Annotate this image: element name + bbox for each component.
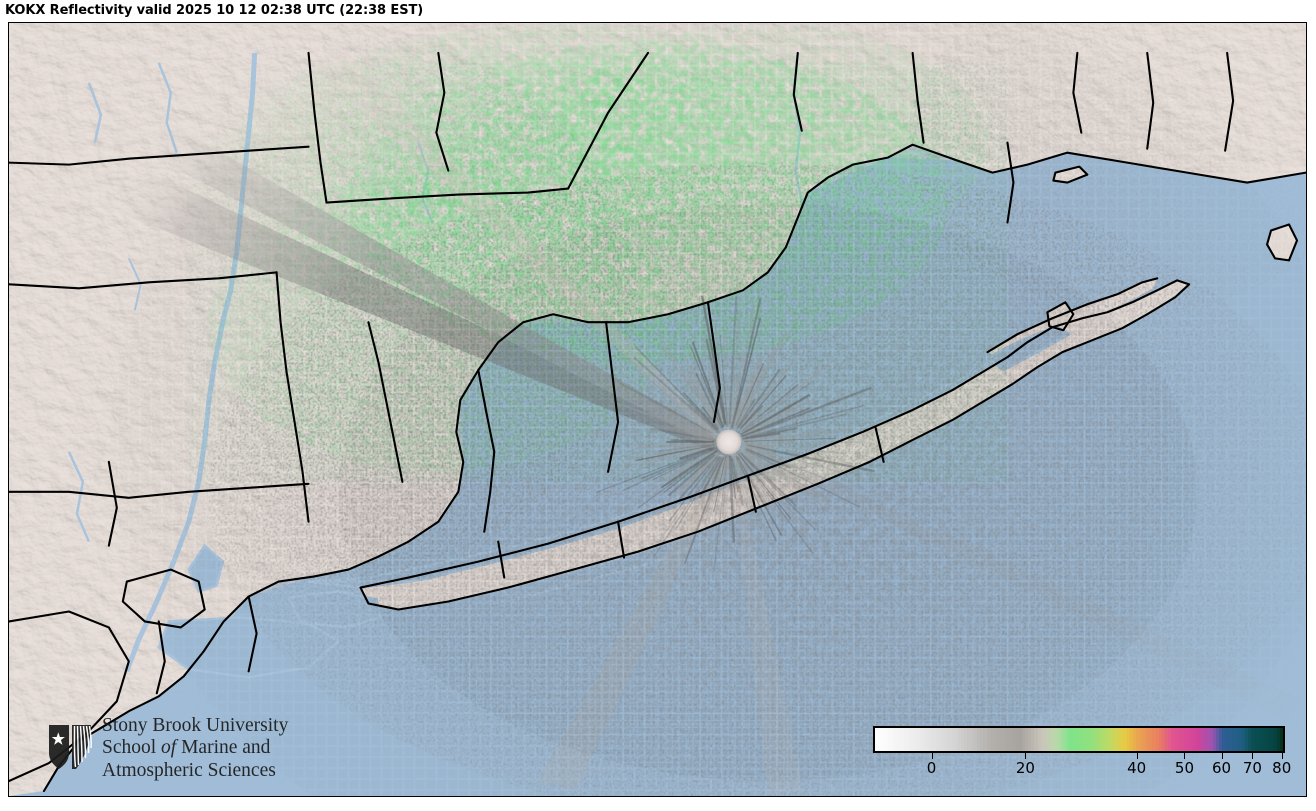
radar-echo-layer (9, 23, 1306, 796)
radar-map-canvas (9, 23, 1306, 796)
colorbar-tick-label: 20 (1016, 759, 1035, 777)
colorbar-tick-label: 40 (1127, 759, 1146, 777)
page-title: KOKX Reflectivity valid 2025 10 12 02:38… (0, 0, 1316, 22)
reflectivity-colorbar: 0 20 40 50 60 70 80 (873, 726, 1293, 792)
colorbar-segment (1280, 728, 1283, 751)
colorbar-tick-label: 70 (1243, 759, 1262, 777)
colorbar-tick-labels: 0 20 40 50 60 70 80 (873, 759, 1285, 781)
radar-image-page: KOKX Reflectivity valid 2025 10 12 02:38… (0, 0, 1316, 811)
colorbar-gradient (873, 726, 1285, 753)
colorbar-tick-label: 0 (927, 759, 937, 777)
radar-site-marker (717, 430, 741, 454)
colorbar-tick-label: 50 (1175, 759, 1194, 777)
radar-map-frame[interactable]: Stony Brook University School of Marine … (8, 22, 1307, 797)
colorbar-strip (875, 728, 1283, 751)
colorbar-tick-label: 60 (1212, 759, 1231, 777)
colorbar-tick-label: 80 (1272, 759, 1291, 777)
